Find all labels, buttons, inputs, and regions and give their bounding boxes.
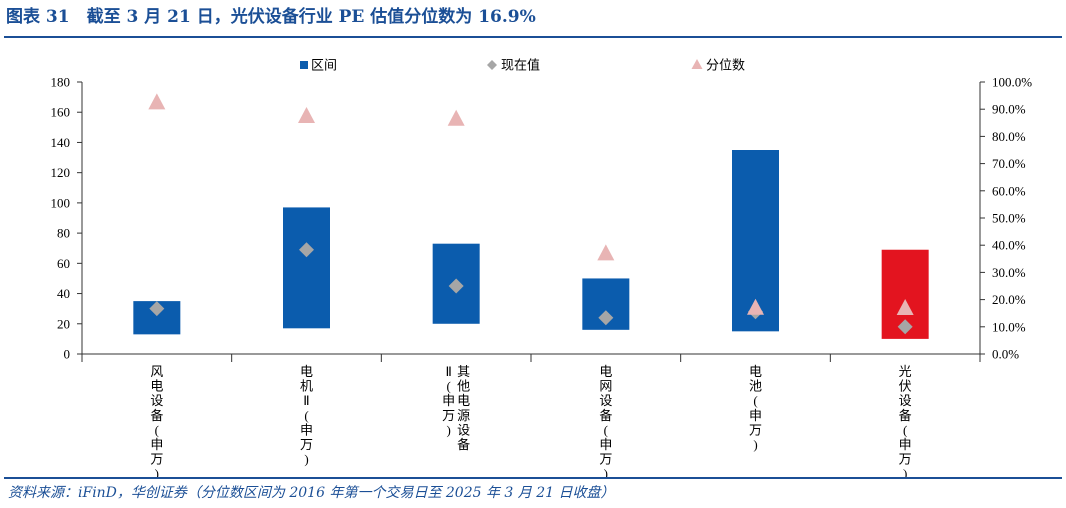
percentile-triangle	[597, 244, 615, 261]
right-tick-label: 100.0%	[992, 75, 1032, 90]
legend-label-range: 区间	[311, 58, 337, 73]
left-tick-label: 20	[57, 316, 70, 331]
left-tick-label: 120	[51, 165, 71, 180]
percentile-triangle	[747, 298, 764, 315]
legend-swatch-current	[487, 60, 497, 70]
left-tick-label: 160	[51, 105, 71, 120]
left-axis: 0 20 40 60 80 100 120 140 160 180	[51, 75, 83, 362]
source-note: 资料来源：iFinD，华创证券（分位数区间为 2016 年第一个交易日至 202…	[8, 485, 615, 501]
legend-swatch-percentile	[691, 59, 703, 69]
right-tick-label: 10.0%	[992, 319, 1026, 334]
chart-legend: 区间 现在值 分位数	[300, 58, 745, 73]
right-tick-label: 30.0%	[992, 265, 1026, 280]
right-tick-label: 70.0%	[992, 156, 1026, 171]
x-tick-label: 电机 Ⅱ (申万)	[300, 364, 313, 467]
left-tick-label: 140	[51, 135, 71, 150]
left-tick-label: 40	[57, 286, 70, 301]
percentile-triangle	[298, 107, 315, 123]
current-value-markers	[149, 242, 913, 335]
current-value-diamond	[299, 242, 314, 258]
right-tick-label: 60.0%	[992, 183, 1026, 198]
figure-title: 图表 31 截至 3 月 21 日，光伏设备行业 PE 估值分位数为 16.9%	[6, 7, 536, 27]
right-axis: 0.0% 10.0% 20.0% 30.0% 40.0% 50.0% 60.0% 70.0% 8…	[979, 75, 1032, 362]
current-value-diamond	[448, 278, 464, 294]
right-tick-label: 90.0%	[992, 102, 1026, 117]
right-tick-label: 40.0%	[992, 238, 1026, 253]
current-value-diamond	[897, 319, 913, 335]
x-tick-label: 光伏设备(申万)	[899, 364, 912, 477]
x-tick-label: Ⅱ (申万)	[442, 364, 455, 437]
left-tick-label: 80	[57, 226, 70, 241]
legend-swatch-range	[300, 61, 308, 69]
x-tick-label: 电网设备(申万)	[599, 364, 612, 477]
range-bars	[133, 150, 929, 339]
current-value-diamond	[598, 310, 614, 326]
x-tick-label: 其他电源设备	[457, 364, 470, 452]
left-tick-label: 180	[51, 75, 71, 90]
title-rule	[4, 36, 1062, 38]
legend-label-current: 现在值	[501, 58, 540, 73]
x-tick-label: 风电设备(申万)	[150, 364, 163, 477]
chart: 区间 现在值 分位数 0 20 40 60 80 100 120 140 160 180 0.0% 10…	[51, 58, 1033, 478]
x-tick-label: 电池(申万)	[749, 364, 762, 452]
percentile-triangle	[896, 299, 914, 316]
percentile-markers	[148, 93, 914, 316]
right-tick-label: 20.0%	[992, 292, 1026, 307]
legend-label-percentile: 分位数	[706, 58, 745, 73]
right-tick-label: 0.0%	[992, 347, 1019, 362]
left-tick-label: 100	[51, 195, 71, 210]
percentile-triangle	[148, 93, 166, 110]
right-tick-label: 80.0%	[992, 129, 1026, 144]
current-value-diamond	[149, 301, 165, 317]
left-tick-label: 60	[57, 256, 70, 271]
percentile-triangle	[447, 109, 465, 126]
source-rule	[4, 477, 1062, 479]
left-tick-label: 0	[64, 347, 71, 362]
right-tick-label: 50.0%	[992, 211, 1026, 226]
range-bar	[283, 207, 330, 329]
